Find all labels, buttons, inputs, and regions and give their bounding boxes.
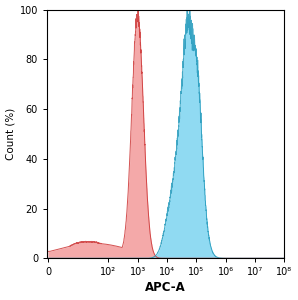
X-axis label: APC-A: APC-A <box>145 281 186 294</box>
Y-axis label: Count (%): Count (%) <box>6 108 15 160</box>
